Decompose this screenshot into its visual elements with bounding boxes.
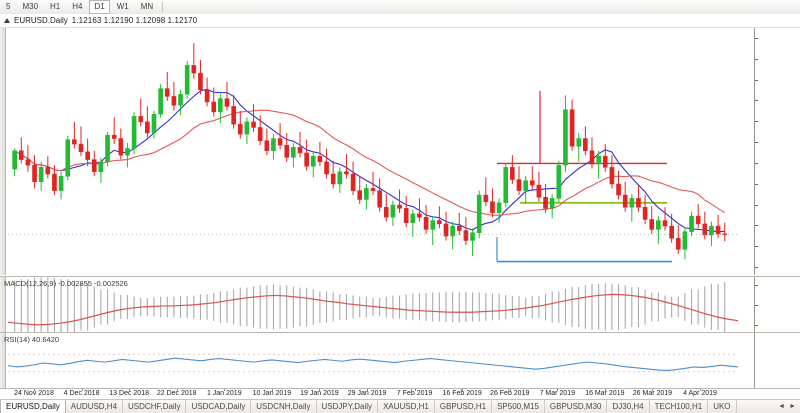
timeframe-button-5[interactable]: 5 bbox=[6, 2, 11, 11]
timeframe-button-h1[interactable]: H1 bbox=[50, 2, 61, 11]
date-axis-label: 16 Mar 2019 bbox=[585, 390, 625, 397]
chart-symbol-label: EURUSD.Daily bbox=[14, 16, 68, 25]
date-axis-label: 26 Feb 2019 bbox=[490, 390, 530, 397]
macd-tick bbox=[755, 305, 758, 306]
date-axis-label: 10 Jan 2019 bbox=[252, 390, 292, 397]
chart-tab-usdcad-daily[interactable]: USDCAD,Daily bbox=[186, 400, 252, 413]
chart-tab-bar: EURUSD,Daily AUDUSD,H4 USDCHF,Daily USDCAD,… bbox=[0, 399, 800, 413]
macd-plot-area[interactable] bbox=[0, 277, 754, 332]
rsi-left-gutter bbox=[0, 333, 6, 388]
chart-tab-tech100-h1[interactable]: TECH100,H1 bbox=[650, 400, 709, 413]
chart-tab-gbpusd-m30[interactable]: GBPUSD,M30 bbox=[545, 400, 608, 413]
macd-tick bbox=[755, 285, 758, 286]
date-tick bbox=[700, 389, 701, 391]
rsi-svg bbox=[7, 353, 739, 373]
timeframe-button-mn[interactable]: MN bbox=[140, 2, 154, 11]
date-tick bbox=[129, 389, 131, 391]
price-tick bbox=[755, 162, 758, 164]
date-tick bbox=[176, 389, 178, 391]
date-tick bbox=[604, 389, 606, 391]
date-axis-label: 29 Jan 2019 bbox=[347, 390, 387, 397]
price-tick bbox=[755, 267, 758, 268]
macd-svg bbox=[7, 277, 739, 332]
date-axis-label: 7 Mar 2019 bbox=[539, 390, 575, 397]
date-tick bbox=[462, 389, 464, 391]
date-tick bbox=[34, 389, 35, 391]
date-axis-label: 1 Jan 2019 bbox=[206, 390, 242, 397]
price-tick bbox=[755, 204, 758, 206]
chart-tab-usdcnh-daily[interactable]: USDCNH,Daily bbox=[251, 400, 317, 413]
chart-tab-dj30-h4[interactable]: DJ30,H4 bbox=[607, 400, 650, 413]
chart-tab-sp500-m15[interactable]: SP500,M15 bbox=[492, 400, 545, 413]
date-tick bbox=[367, 389, 368, 391]
rsi-panel[interactable]: RSI(14) 40.6420 10070300 bbox=[0, 332, 800, 388]
date-tick bbox=[652, 389, 654, 391]
chart-tab-uko[interactable]: UKO bbox=[708, 400, 737, 413]
date-tick bbox=[224, 389, 226, 391]
triangle-up-icon[interactable] bbox=[4, 18, 10, 23]
timeframe-button-h4[interactable]: H4 bbox=[72, 2, 83, 11]
chart-left-gutter bbox=[0, 28, 6, 275]
date-tick bbox=[81, 389, 83, 391]
date-axis-label: 24 Nov 2018 bbox=[14, 390, 54, 397]
date-axis-label: 4 Dec 2018 bbox=[63, 390, 100, 397]
timeframe-button-w1[interactable]: W1 bbox=[116, 2, 129, 11]
chart-tab-usdchf-daily[interactable]: USDCHF,Daily bbox=[123, 400, 187, 413]
date-axis-label: 13 Dec 2018 bbox=[109, 390, 149, 397]
date-axis-label: 22 Dec 2018 bbox=[156, 390, 197, 397]
macd-panel[interactable]: MACD(12,26,9) -0.002855 -0.002526 0.0030… bbox=[0, 276, 800, 332]
date-tick bbox=[319, 389, 321, 391]
price-tick bbox=[755, 183, 758, 185]
ohlc-values: 1.12163 1.12190 1.12098 1.12170 bbox=[71, 16, 198, 25]
toolbar-separator bbox=[162, 2, 164, 12]
date-axis-label: 16 Feb 2019 bbox=[442, 390, 482, 397]
symbol-quote-line: EURUSD.Daily 1.12163 1.12190 1.12098 1.1… bbox=[0, 14, 800, 28]
chart-tab-audusd-h4[interactable]: AUDUSD,H4 bbox=[66, 400, 124, 413]
date-tick bbox=[509, 389, 511, 391]
chart-tab-gbpusd-h1[interactable]: GBPUSD,H1 bbox=[435, 400, 493, 413]
timeframe-button-m30[interactable]: M30 bbox=[22, 2, 39, 11]
macd-tick bbox=[755, 325, 758, 326]
timeframe-button-d1[interactable]: D1 bbox=[89, 0, 110, 14]
price-tick bbox=[755, 100, 758, 102]
rsi-title: RSI(14) 40.6420 bbox=[4, 335, 60, 344]
date-axis: 24 Nov 2018 4 Dec 2018 13 Dec 2018 22 Dec 2… bbox=[0, 388, 800, 400]
tab-scroll-left-icon[interactable]: ◄ bbox=[778, 403, 786, 410]
date-axis-label: 19 Jan 2019 bbox=[300, 390, 339, 397]
macd-title: MACD(12,26,9) -0.002855 -0.002526 bbox=[4, 279, 128, 288]
timeframe-toolbar: 5 M30 H1 H4 D1 W1 MN bbox=[0, 0, 800, 15]
date-tick bbox=[557, 389, 559, 391]
chart-tab-usdjpy-daily[interactable]: USDJPY,Daily bbox=[317, 400, 379, 413]
price-tick bbox=[755, 79, 758, 81]
date-axis-label: 7 Feb 2019 bbox=[396, 390, 433, 397]
date-axis-label: 26 Mar 2019 bbox=[632, 390, 673, 397]
price-plot-area[interactable] bbox=[0, 28, 754, 275]
chart-tab-eurusd-daily[interactable]: EURUSD,Daily bbox=[0, 400, 66, 413]
date-axis-label: 4 Apr 2019 bbox=[683, 390, 717, 397]
rsi-plot-area[interactable] bbox=[0, 333, 754, 388]
macd-scale: 0.0030950.00-0.003947 bbox=[754, 277, 800, 332]
price-tick bbox=[755, 58, 758, 60]
chart-tab-xauusd-h1[interactable]: XAUUSD,H1 bbox=[378, 400, 435, 413]
price-scale[interactable]: 1.155701.152201.148601.145101.141601.138… bbox=[754, 28, 800, 275]
price-chart-panel[interactable]: 1.155701.152201.148601.145101.141601.138… bbox=[0, 28, 800, 275]
price-tick bbox=[755, 225, 758, 227]
date-tick bbox=[414, 389, 416, 391]
price-tick bbox=[755, 38, 758, 39]
tab-scroll-right-icon[interactable]: ► bbox=[789, 403, 796, 410]
price-candles-svg bbox=[8, 43, 738, 263]
price-tick bbox=[755, 142, 758, 144]
macd-left-gutter bbox=[0, 277, 6, 332]
price-tick bbox=[755, 121, 758, 123]
date-tick bbox=[271, 389, 273, 391]
price-tick bbox=[755, 246, 758, 248]
rsi-scale: 10070300 bbox=[754, 333, 800, 388]
tab-scroll-controls: ◄ ► bbox=[774, 400, 800, 413]
